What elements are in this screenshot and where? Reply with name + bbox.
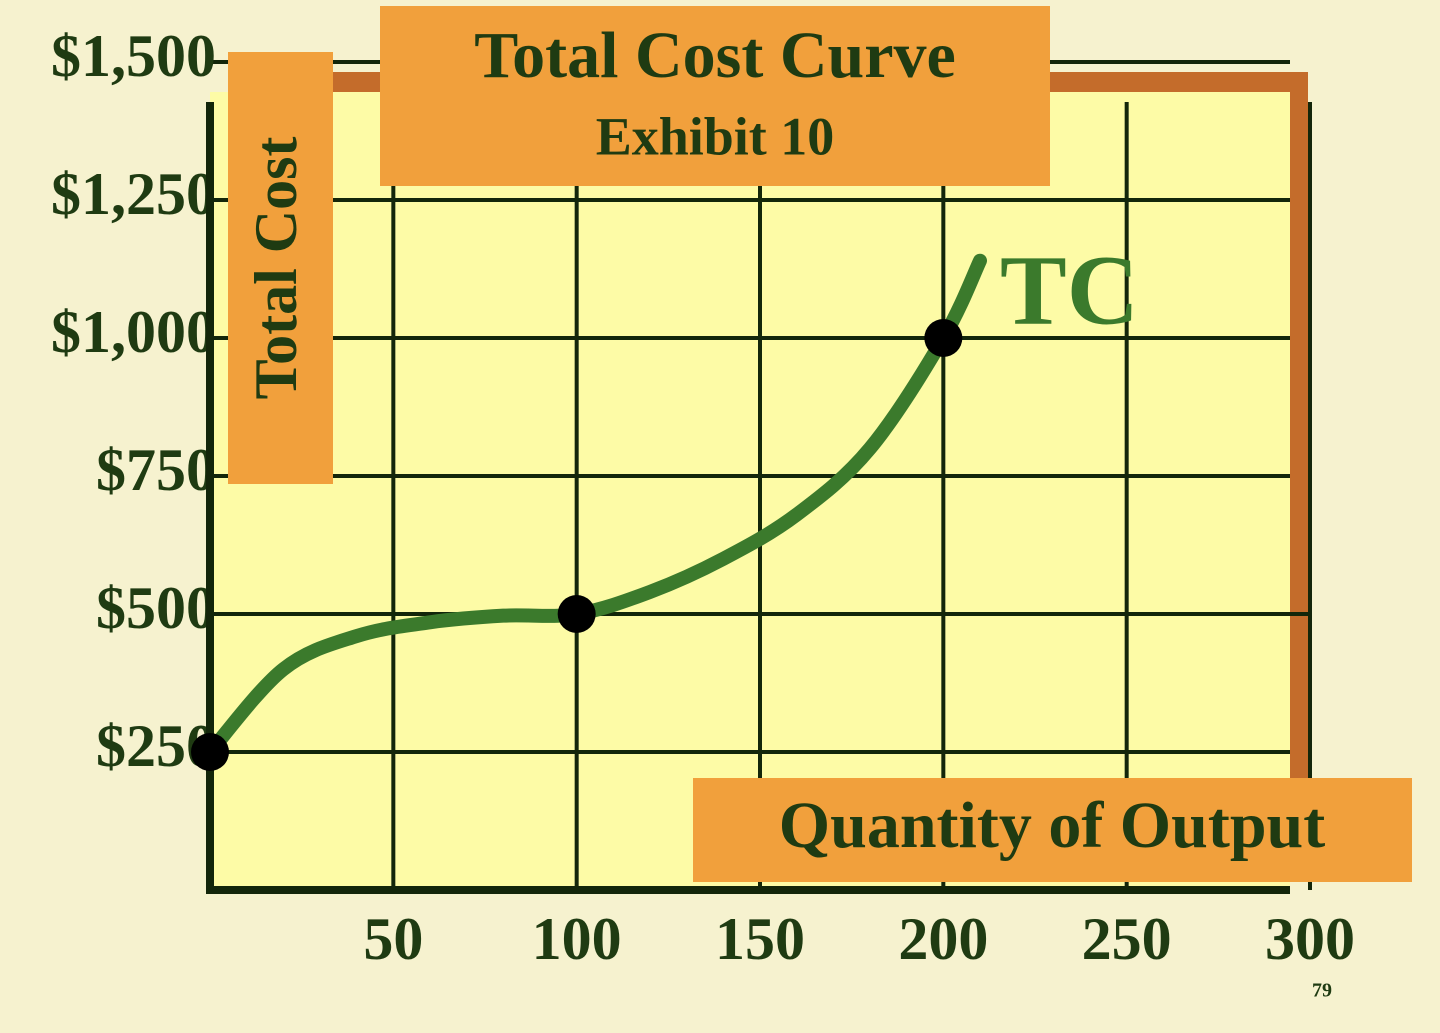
x-tick-label: 100 xyxy=(532,906,622,972)
x-tick-label: 300 xyxy=(1265,906,1355,972)
marked-point xyxy=(191,733,229,771)
marked-point xyxy=(557,595,596,633)
plot-area xyxy=(210,92,1290,890)
y-label-box xyxy=(228,52,333,484)
x-tick-label: 250 xyxy=(1082,906,1172,972)
y-tick-label: $1,250 xyxy=(51,161,216,227)
y-tick-label: $750 xyxy=(96,437,216,503)
labels: Total Cost Curve Exhibit 10 Total Cost Q… xyxy=(228,6,1412,1002)
page-number: 79 xyxy=(1312,980,1332,1002)
y-axis-label: Total Cost xyxy=(243,137,309,400)
y-tick-label: $1,500 xyxy=(51,23,216,89)
chart-title: Total Cost Curve xyxy=(474,19,956,92)
legend-label: TC xyxy=(1000,235,1139,346)
chart-subtitle: Exhibit 10 xyxy=(596,106,835,166)
tc-curve xyxy=(203,253,987,759)
y-tick-label: $1,000 xyxy=(51,299,216,365)
x-tick-label: 50 xyxy=(363,906,423,972)
x-tick-label: 150 xyxy=(715,906,805,972)
x-label-box xyxy=(693,778,1412,882)
title-box xyxy=(380,6,1050,186)
y-tick-label: $500 xyxy=(96,575,216,641)
axis xyxy=(206,102,1290,894)
x-tick-label: 200 xyxy=(898,906,988,972)
marks: TC xyxy=(191,235,1139,771)
marked-point xyxy=(924,319,963,357)
x-axis-label: Quantity of Output xyxy=(779,789,1325,862)
